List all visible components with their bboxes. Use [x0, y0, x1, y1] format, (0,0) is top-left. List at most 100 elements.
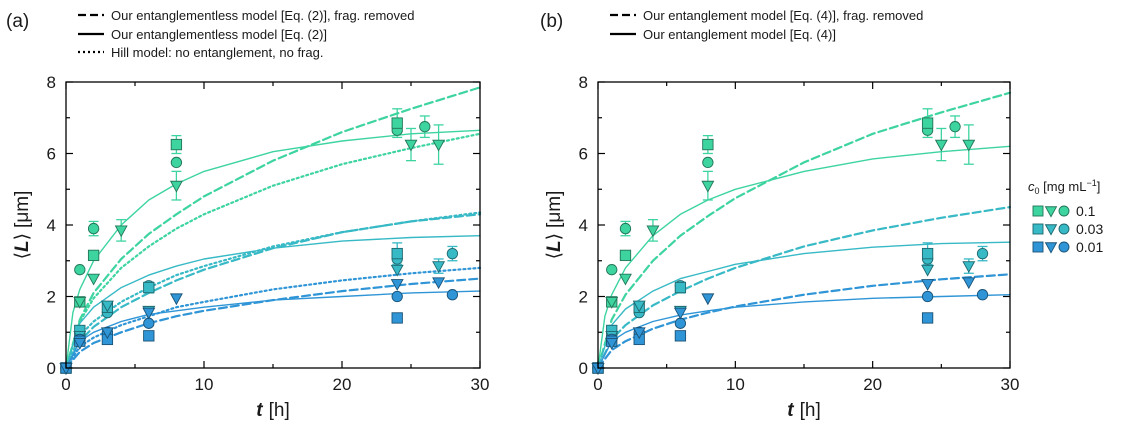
- panel-label-a: (a): [6, 11, 29, 32]
- data-point-circle-0.03: [976, 247, 989, 260]
- data-point-triangle-0.1: [114, 225, 128, 238]
- markers-b: [591, 108, 989, 375]
- model-curve-solid-0.1: [597, 145, 1011, 369]
- data-point-triangle-0.1: [87, 273, 101, 286]
- y-tick-label: 6: [47, 145, 56, 164]
- data-point-triangle-0.1: [404, 139, 418, 152]
- data-point-circle-0.01: [446, 289, 459, 301]
- data-point-triangle-0.03: [921, 264, 935, 277]
- y-tick-label: 2: [579, 288, 588, 307]
- legend-solid-label: Our entanglement model [Eq. (4)]: [643, 27, 836, 42]
- model-curve-solid-0.01: [597, 294, 1011, 369]
- data-point-square-0.03: [674, 281, 687, 294]
- y-tick-label: 2: [47, 288, 56, 307]
- markers-a: [59, 108, 459, 375]
- legend-dotted-label: Hill model: no entanglement, no frag.: [111, 45, 323, 60]
- legend-dashed-label: Our entanglementless model [Eq. (2)], fr…: [111, 8, 414, 23]
- data-point-triangle-0.1: [73, 296, 87, 309]
- data-point-triangle-0.01: [962, 277, 976, 290]
- data-point-triangle-0.1: [701, 180, 715, 193]
- legend-triangle-marker: [1044, 224, 1058, 236]
- x-axis-label-b: t [h]: [787, 400, 820, 421]
- legend-triangle-marker: [1044, 206, 1058, 218]
- concentration-legend-entries: 0.1 0.03 0.01: [1032, 203, 1103, 255]
- data-point-triangle-0.01: [605, 338, 619, 350]
- y-tick-label: 0: [47, 359, 56, 378]
- legend-concentration-label: 0.03: [1076, 221, 1103, 237]
- data-point-square-0.03: [391, 247, 403, 260]
- legend-solid-label: Our entanglementless model [Eq. (2)]: [111, 27, 327, 42]
- data-point-circle-0.01: [674, 317, 687, 329]
- panel-label-b: (b): [540, 11, 563, 32]
- data-point-circle-0.1: [619, 222, 632, 235]
- data-point-triangle-0.01: [921, 279, 935, 291]
- legend-circle-marker: [1058, 223, 1070, 235]
- model-curve-dashed-0.03: [596, 206, 1012, 370]
- legend-circle-marker: [1058, 205, 1070, 217]
- x-tick-label: 20: [863, 375, 882, 394]
- data-point-circle-0.1: [606, 264, 618, 276]
- data-point-triangle-0.03: [432, 261, 446, 274]
- model-curve-dashed-0.01: [64, 277, 482, 370]
- data-point-circle-0.1: [949, 121, 961, 133]
- data-point-triangle-0.01: [432, 277, 446, 290]
- tick-labels-a: 0 10 20 30 0 2 4 6 8: [47, 73, 490, 394]
- legend-concentration-label: 0.01: [1076, 239, 1103, 255]
- data-point-triangle-0.1: [962, 139, 976, 152]
- curves-a: [64, 86, 482, 370]
- ticks-b: [597, 81, 1011, 369]
- legend-circle-marker: [1058, 241, 1070, 253]
- data-point-square-0.1: [87, 249, 100, 262]
- data-point-triangle-0.01: [73, 338, 87, 350]
- model-curve-solid-0.03: [597, 241, 1011, 369]
- data-point-square-0.1: [170, 138, 183, 151]
- panel-a: (a) Our entanglementless model [Eq. (2)]…: [6, 8, 489, 421]
- data-point-square-0.01: [143, 330, 155, 342]
- model-curve-solid-0.1: [65, 129, 481, 369]
- model-curve-dotted-0.01: [64, 266, 482, 370]
- data-point-circle-0.1: [74, 264, 86, 276]
- legend-a: Our entanglementless model [Eq. (2)], fr…: [78, 8, 414, 60]
- data-point-square-0.03: [921, 247, 934, 260]
- data-point-triangle-0.1: [432, 139, 446, 152]
- data-point-circle-0.03: [446, 247, 459, 260]
- y-tick-label: 4: [47, 216, 56, 235]
- data-point-circle-0.01: [143, 317, 155, 329]
- data-point-triangle-0.03: [100, 300, 114, 313]
- y-axis-label-b: ⟨L⟩[μm]: [544, 191, 565, 260]
- curves-b: [596, 91, 1012, 370]
- data-point-square-0.1: [391, 117, 403, 129]
- data-point-circle-0.01: [976, 289, 989, 301]
- data-point-circle-0.01: [921, 290, 934, 303]
- data-point-square-0.1: [921, 117, 934, 129]
- x-tick-label: 10: [726, 375, 745, 394]
- data-point-triangle-0.1: [169, 180, 183, 193]
- legend-square-marker: [1032, 205, 1044, 217]
- data-point-triangle-0.01: [100, 327, 114, 340]
- data-point-triangle-0.01: [169, 293, 183, 306]
- legend-b: Our entanglement model [Eq. (4)], frag. …: [610, 8, 923, 42]
- plot-frame-a: [65, 81, 481, 369]
- y-tick-label: 8: [579, 73, 588, 92]
- data-point-square-0.1: [702, 138, 714, 151]
- ticks-a: [65, 81, 481, 369]
- data-point-triangle-0.1: [646, 225, 660, 238]
- x-tick-label: 0: [593, 375, 602, 394]
- model-curve-dotted-0.03: [64, 211, 482, 370]
- x-tick-label: 0: [61, 375, 70, 394]
- data-point-triangle-0.01: [390, 279, 404, 291]
- data-point-triangle-0.01: [142, 307, 156, 320]
- y-tick-label: 0: [579, 359, 588, 378]
- panel-b: (b) Our entanglement model [Eq. (4)], fr…: [540, 8, 1019, 421]
- legend-concentration-label: 0.1: [1076, 203, 1096, 219]
- tick-labels-b: 0 10 20 30 0 2 4 6 8: [579, 73, 1020, 394]
- y-axis-label-a: ⟨L⟩[μm]: [12, 191, 33, 260]
- data-point-triangle-0.03: [632, 300, 646, 313]
- data-point-square-0.03: [143, 281, 155, 294]
- model-curve-dashed-0.1: [64, 86, 482, 370]
- y-tick-label: 8: [47, 73, 56, 92]
- model-curve-dotted-0.1: [64, 132, 482, 370]
- x-tick-label: 30: [471, 375, 490, 394]
- data-point-circle-0.01: [391, 290, 403, 303]
